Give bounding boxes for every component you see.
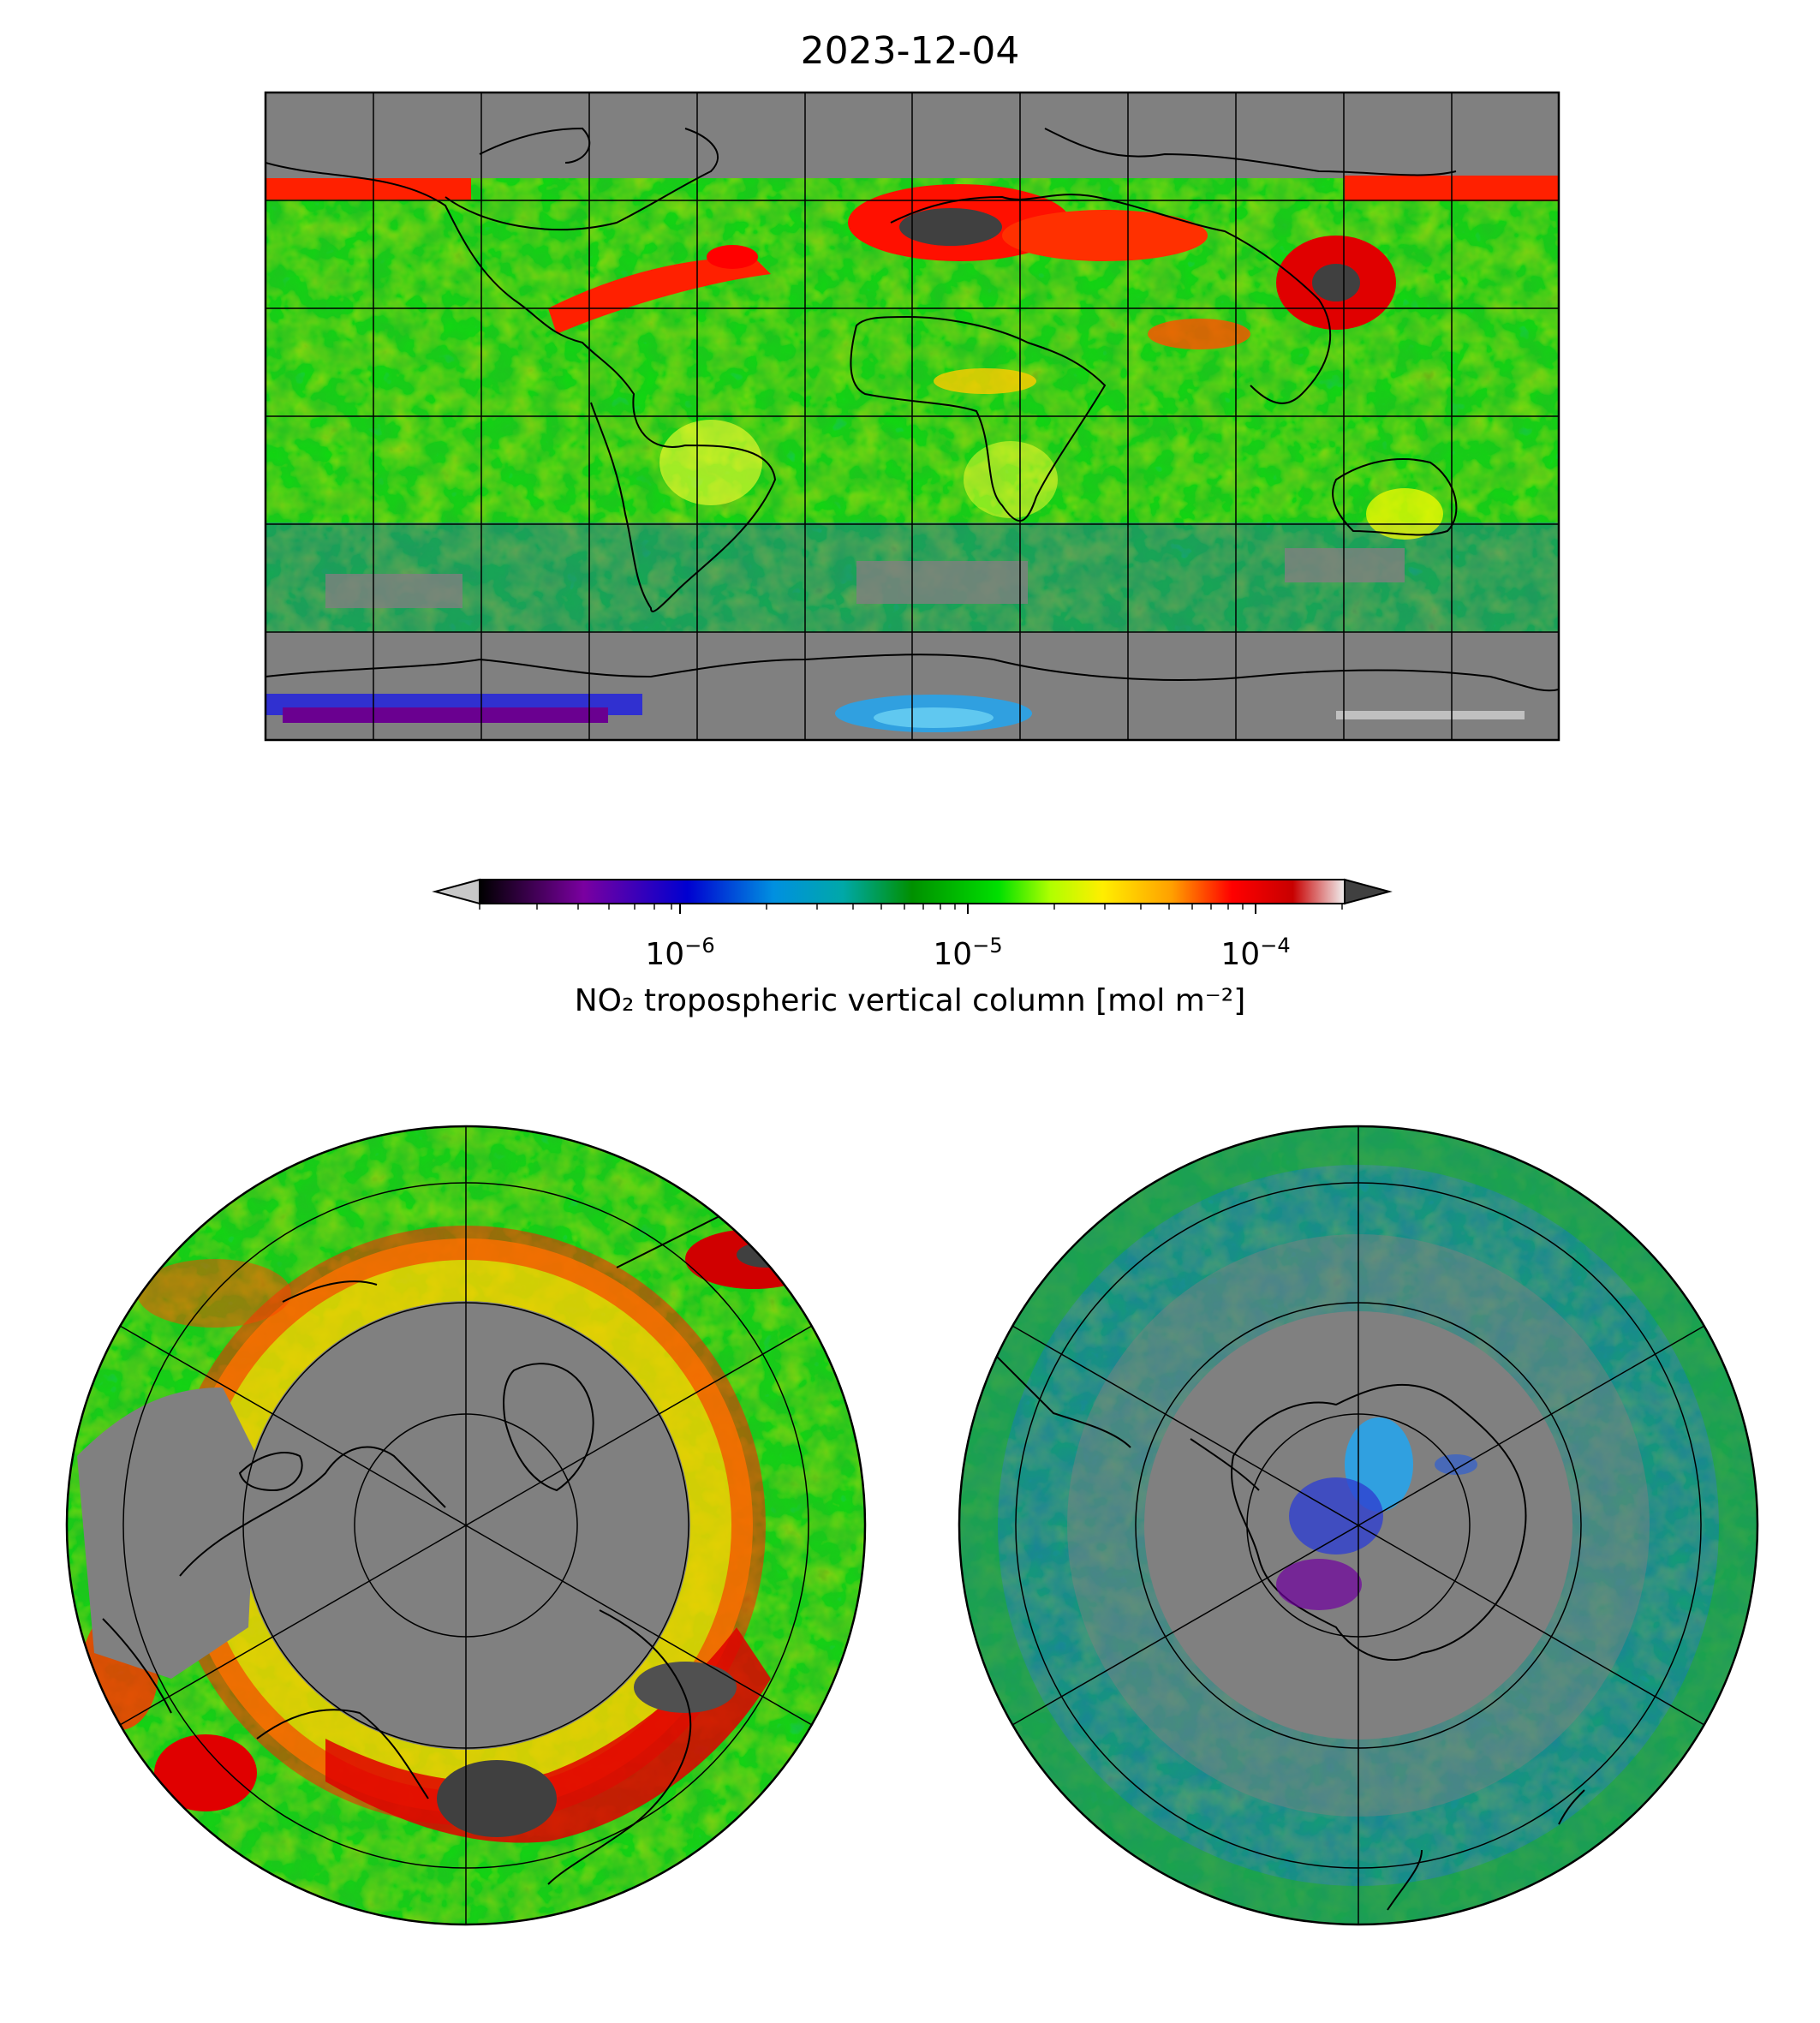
global-map-frame (264, 91, 1560, 742)
south-coastlines (976, 1335, 1585, 1911)
colorbar-tick-label-1e-4: 10−4 (1220, 934, 1291, 972)
colorbar-extend-max (1344, 878, 1393, 905)
colorbar-extend-min (432, 878, 480, 905)
south-polar-frame (958, 1125, 1759, 1926)
global-gridlines (266, 92, 1559, 740)
north-gridlines (119, 1126, 813, 1925)
north-coastlines (102, 1215, 720, 1885)
south-gridlines (1011, 1126, 1705, 1925)
global-coastlines (266, 127, 1559, 692)
colorbar-label: NO₂ tropospheric vertical column [mol m⁻… (574, 983, 1246, 1018)
colorbar-tick-label-1e-5: 10−5 (933, 934, 1003, 972)
colorbar (432, 878, 1393, 914)
colorbar-tick-label-1e-6: 10−6 (645, 934, 715, 972)
north-polar-frame (65, 1125, 867, 1926)
figure-title: 2023-12-04 (800, 29, 1020, 73)
